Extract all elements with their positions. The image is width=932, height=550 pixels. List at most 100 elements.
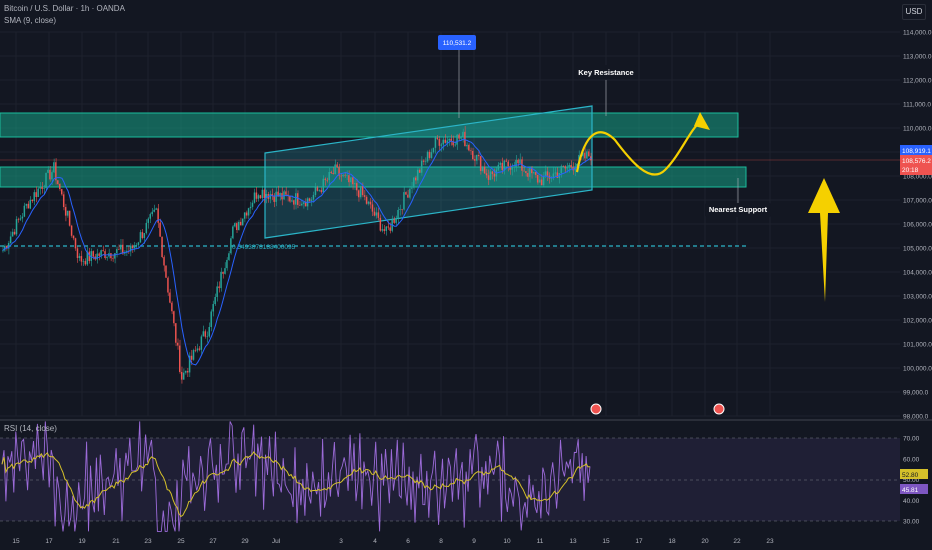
candle-body [316,187,319,191]
price-tick-label: 114,000.0 [903,30,932,37]
candle-body [259,195,262,199]
candle-body [226,259,228,269]
candle-body [369,201,372,205]
price-tick-label: 102,000.0 [903,318,932,325]
candle-body [133,245,136,249]
rsi-axis[interactable]: 70.00 60.00 50.00 40.00 30.00 [903,436,920,526]
rsi-value-tag-box [900,469,928,479]
candle-body [29,199,32,209]
candle-body [238,221,240,231]
time-tick-label: 21 [112,538,120,545]
nearest-support-label: Nearest Support [709,205,768,214]
candle-body [475,154,478,161]
candle-body [295,193,297,205]
candle-body [90,251,92,261]
event-flag-icon[interactable] [590,403,602,415]
candle-body [84,261,87,265]
chart-grid [0,31,900,417]
candle-body [192,350,195,360]
rsi-value-tag: 52.80 [902,472,919,479]
sma-legend[interactable]: SMA (9, close) [4,16,57,25]
time-tick-label: 17 [635,538,643,545]
candle-body [300,203,303,206]
candle-body [562,165,564,167]
candle-body [27,203,30,209]
candle-body [261,189,264,199]
candle-body [485,173,488,176]
price-axis[interactable]: 114,000.0 113,000.0 112,000.0 111,000.0 110,… [903,30,932,421]
candle-body [86,251,89,265]
candle-body [397,209,399,219]
candle-body [434,137,437,148]
candle-body [228,253,230,260]
candle-body [332,173,334,175]
candle-body [314,187,317,195]
candle-body [184,371,187,373]
candle-body [279,193,281,197]
rsi-legend[interactable]: RSI (14, close) [4,424,57,433]
symbol-legend[interactable]: Bitcoin / U.S. Dollar · 1h · OANDA [4,4,125,13]
candle-body [588,151,590,157]
candle-body [145,222,148,234]
candle-body [129,245,132,252]
time-axis[interactable]: 15 17 19 21 23 25 27 29 Jul 3 4 6 8 9 10 11 13 15 17 18 20 22… [12,538,774,545]
current-price-tag: 108,919.1 [902,148,931,155]
candle-body [371,204,374,212]
rsi-ma-tag: 45.81 [902,487,919,494]
candle-body [206,336,209,338]
candle-body [289,195,291,202]
candle-body [389,227,391,231]
candle-body [367,201,370,204]
ascending-channel[interactable] [264,105,593,239]
candle-body [489,171,492,180]
candle-body [147,218,150,223]
rsi-tick-label: 50.00 [903,477,920,484]
candle-body [214,297,216,305]
candle-body [470,150,472,152]
key-resistance-zone[interactable] [0,112,739,138]
candle-body [462,131,464,138]
candle-body [477,154,480,157]
candle-body [413,177,415,188]
candle-body [513,166,515,168]
rsi-tick-label: 60.00 [903,456,920,463]
candle-body [348,175,350,183]
candle-body [365,196,368,204]
time-tick-label: 3 [339,538,343,545]
candle-body [35,192,37,197]
candle-body [245,212,248,216]
candle-body [5,245,8,249]
candle-body [15,219,18,235]
candle-body [312,194,315,200]
candle-body [269,194,271,199]
candle-body [141,232,144,238]
candle-body [241,218,244,226]
projected-path-arrowhead [694,112,710,130]
currency-button[interactable]: USD [902,4,926,20]
candle-body [251,202,254,207]
candle-body [102,250,104,252]
candle-body [188,355,191,373]
big-up-arrow [808,178,840,302]
candle-body [356,183,358,191]
candle-body [493,173,496,177]
candle-body [247,208,250,216]
candle-body [151,211,153,215]
candle-body [570,164,572,168]
candle-body [161,236,163,258]
candle-body [330,171,332,174]
candle-body [407,194,409,198]
candle-body [47,169,49,173]
candle-body [430,152,433,158]
candle-body [556,172,559,178]
candle-body [393,219,395,223]
candle-body [224,268,226,274]
candle-body [239,221,242,226]
event-flag-icon[interactable] [713,403,725,415]
candle-body [179,345,181,372]
candle-body [285,191,287,195]
candle-body [110,253,112,259]
current-price-tag-box [900,145,932,155]
candle-body [338,167,340,176]
